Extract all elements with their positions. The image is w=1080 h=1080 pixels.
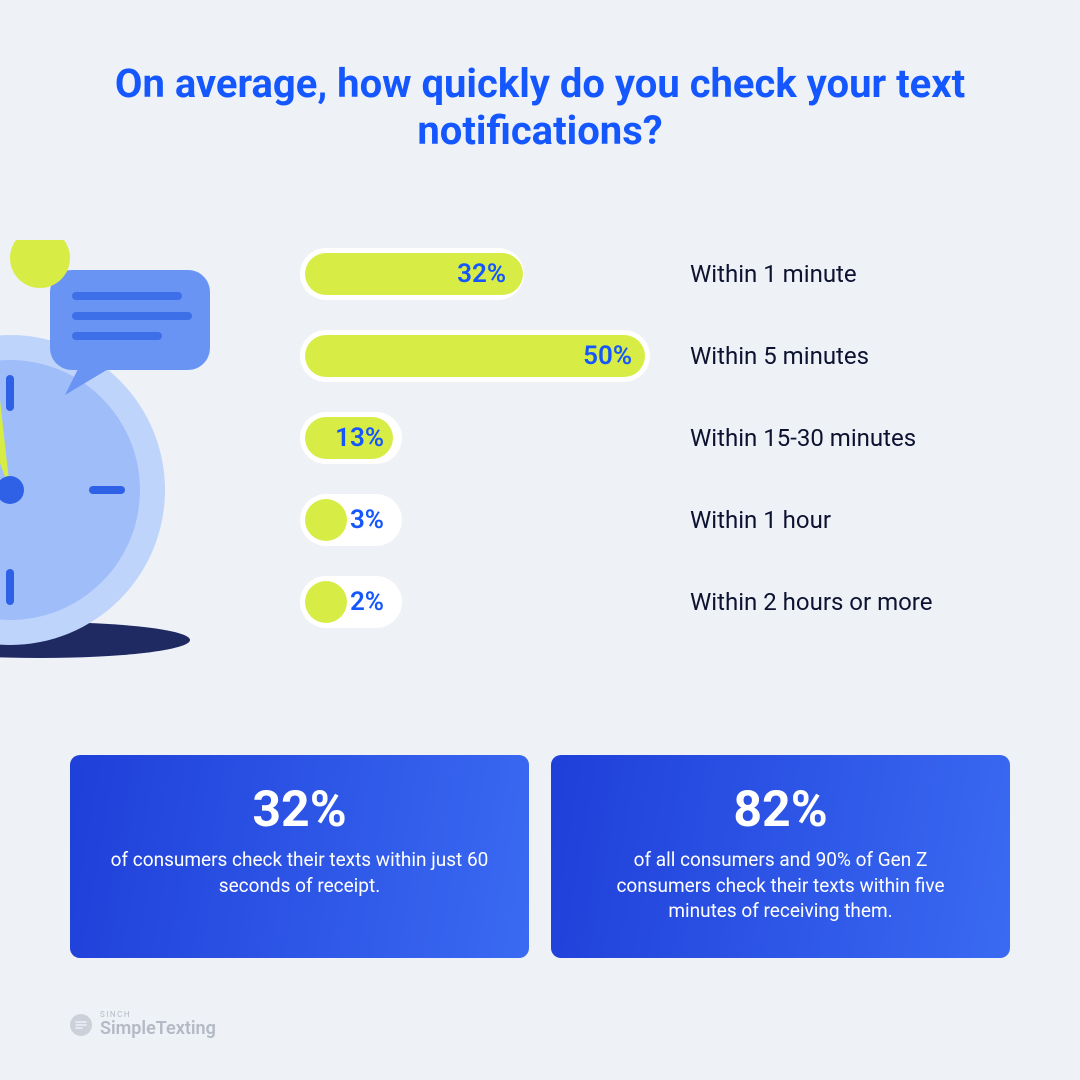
clock-icon <box>0 240 250 670</box>
bar-pill: 32% <box>300 248 524 300</box>
footer-brand: SimpleTexting <box>100 1020 216 1038</box>
bar-row: 13% Within 15-30 minutes <box>300 412 1040 464</box>
bar-pill: 2% <box>300 576 402 628</box>
infographic-canvas: On average, how quickly do you check you… <box>0 0 1080 1080</box>
footer-logo: SINCH SimpleTexting <box>70 1011 216 1038</box>
bar-fill <box>305 499 347 541</box>
callout-card: 32% of consumers check their texts within… <box>70 755 529 958</box>
callout-stat: 82% <box>585 781 976 839</box>
bar-row: 2% Within 2 hours or more <box>300 576 1040 628</box>
brand-icon <box>70 1014 92 1036</box>
bar-label: Within 1 minute <box>690 260 857 288</box>
bar-label: Within 15-30 minutes <box>690 424 916 452</box>
callout-desc: of all consumers and 90% of Gen Z consum… <box>585 847 976 924</box>
bar-label: Within 2 hours or more <box>690 588 932 616</box>
bar-percent: 3% <box>350 505 384 535</box>
callout-stat: 32% <box>104 781 495 839</box>
bar-row: 32% Within 1 minute <box>300 248 1040 300</box>
bar-row: 50% Within 5 minutes <box>300 330 1040 382</box>
bar-percent: 32% <box>457 259 506 289</box>
bar-percent: 2% <box>350 587 384 617</box>
clock-mark-12 <box>6 375 14 411</box>
bar-pill: 13% <box>300 412 402 464</box>
callout-cards: 32% of consumers check their texts within… <box>70 755 1010 958</box>
bar-label: Within 5 minutes <box>690 342 869 370</box>
clock-illustration <box>0 240 250 670</box>
callout-desc: of consumers check their texts within ju… <box>104 847 495 898</box>
bar-chart: 32% Within 1 minute 50% Within 5 minutes 13%… <box>300 248 1040 658</box>
bar-percent: 13% <box>335 423 384 453</box>
callout-card: 82% of all consumers and 90% of Gen Z con… <box>551 755 1010 958</box>
bar-pill: 50% <box>300 330 650 382</box>
bar-percent: 50% <box>583 341 632 371</box>
page-title: On average, how quickly do you check you… <box>0 60 1080 154</box>
bar-row: 3% Within 1 hour <box>300 494 1040 546</box>
bar-pill: 3% <box>300 494 402 546</box>
clock-mark-6 <box>6 569 14 605</box>
clock-mark-3 <box>89 486 125 494</box>
bar-fill <box>305 581 347 623</box>
bar-label: Within 1 hour <box>690 506 831 534</box>
